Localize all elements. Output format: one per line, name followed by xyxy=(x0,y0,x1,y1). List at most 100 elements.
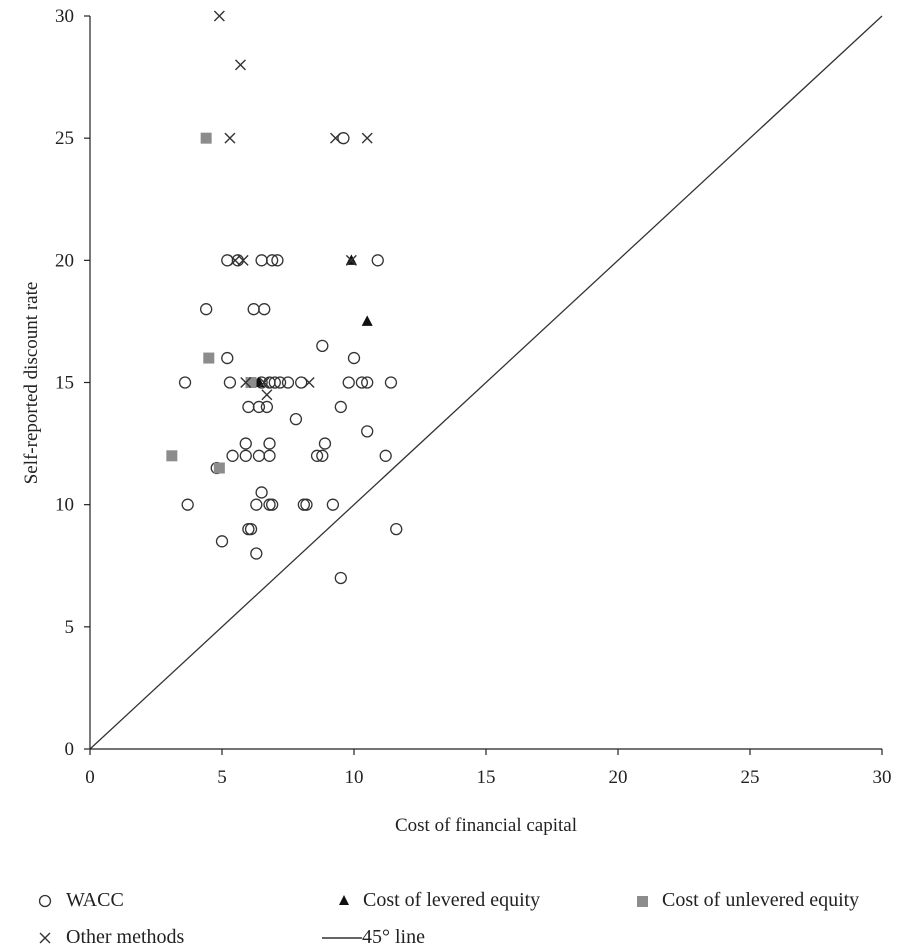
legend-item-45-line: 45° line xyxy=(320,926,425,949)
reference-line-45 xyxy=(89,15,883,750)
wacc-point xyxy=(178,376,192,389)
wacc-point xyxy=(273,376,287,389)
wacc-point xyxy=(289,412,303,426)
legend-item-wacc: WACC xyxy=(36,889,124,912)
wacc-point xyxy=(361,376,374,389)
y-tick-label: 30 xyxy=(55,6,74,27)
wacc-point xyxy=(255,486,268,499)
wacc-point xyxy=(250,547,263,560)
wacc-point xyxy=(263,498,276,511)
y-tick-label: 15 xyxy=(55,373,74,394)
wacc-point xyxy=(250,498,263,511)
y-tick-label: 5 xyxy=(65,617,75,638)
x-tick-label: 25 xyxy=(741,767,760,788)
other-methods-point xyxy=(330,132,342,144)
other-methods-point xyxy=(240,377,252,388)
wacc-point xyxy=(281,376,295,389)
wacc-point xyxy=(268,376,281,389)
wacc-point xyxy=(226,449,239,462)
wacc-point xyxy=(255,254,268,267)
other-methods-point xyxy=(229,254,241,266)
x-tick-label: 15 xyxy=(477,767,496,788)
wacc-point xyxy=(334,400,347,414)
wacc-point xyxy=(390,522,403,536)
series-cost-of-levered-equity xyxy=(253,254,373,387)
legend-label: Other methods xyxy=(66,926,185,948)
wacc-point xyxy=(334,571,347,585)
y-tick-label: 10 xyxy=(55,495,74,516)
series-other-methods xyxy=(213,10,373,401)
other-methods-point xyxy=(345,254,357,266)
legend-label: Cost of levered equity xyxy=(363,889,541,911)
wacc-point xyxy=(242,400,255,414)
wacc-point xyxy=(266,254,279,267)
wacc-point xyxy=(252,400,266,414)
wacc-point xyxy=(221,351,234,365)
wacc-point xyxy=(231,254,244,267)
wacc-point xyxy=(384,376,398,389)
wacc-point xyxy=(215,535,229,548)
x-tick-label: 10 xyxy=(345,767,364,788)
legend-label: WACC xyxy=(66,889,124,911)
wacc-point xyxy=(181,498,194,511)
series-cost-of-unlevered-equity xyxy=(166,132,257,474)
unlevered-equity-point xyxy=(245,377,257,388)
wacc-point xyxy=(371,254,384,267)
legend-label: 45° line xyxy=(362,926,425,948)
unlevered-equity-point xyxy=(203,352,215,364)
wacc-point xyxy=(223,376,237,389)
other-methods-point xyxy=(237,254,249,266)
other-methods-point xyxy=(234,59,246,71)
wacc-point xyxy=(239,449,252,462)
wacc-point xyxy=(326,498,340,511)
legend-item-other-methods: Other methods xyxy=(36,926,184,949)
wacc-point xyxy=(263,437,276,450)
other-methods-point xyxy=(261,389,273,401)
y-tick-label: 25 xyxy=(55,128,74,149)
wacc-point xyxy=(300,498,313,511)
other-methods-point xyxy=(258,377,270,388)
cross-icon xyxy=(39,932,51,943)
wacc-point xyxy=(347,351,361,365)
other-methods-point xyxy=(303,377,315,388)
wacc-point xyxy=(318,437,332,450)
wacc-point xyxy=(316,339,329,353)
filled-square-icon xyxy=(637,895,648,907)
x-axis-title: Cost of financial capital xyxy=(395,815,577,836)
wacc-point xyxy=(239,437,252,450)
legend-item-levered-equity: Cost of levered equity xyxy=(333,889,540,912)
wacc-point xyxy=(260,400,274,414)
other-methods-point xyxy=(213,10,225,22)
wacc-point xyxy=(316,449,329,462)
wacc-point xyxy=(244,522,258,536)
x-tick-label: 5 xyxy=(217,767,227,788)
x-tick-label: 30 xyxy=(873,767,892,788)
wacc-point xyxy=(295,376,308,389)
unlevered-equity-point xyxy=(213,462,225,474)
wacc-point xyxy=(337,132,350,145)
other-methods-point xyxy=(224,132,236,144)
wacc-point xyxy=(310,449,324,462)
y-tick-label: 20 xyxy=(55,250,74,271)
y-tick-label: 0 xyxy=(65,739,75,760)
line-icon xyxy=(322,936,362,939)
wacc-point xyxy=(252,449,266,462)
wacc-point xyxy=(263,449,276,462)
x-tick-label: 20 xyxy=(609,767,628,788)
legend-item-unlevered-equity: Cost of unlevered equity xyxy=(632,889,859,912)
wacc-point xyxy=(379,449,392,462)
x-tick-label: 0 xyxy=(85,767,95,788)
y-axis-title: Self-reported discount rate xyxy=(21,282,42,485)
unlevered-equity-point xyxy=(166,450,178,462)
wacc-point xyxy=(355,376,369,389)
wacc-point xyxy=(342,376,355,389)
wacc-point xyxy=(247,303,260,316)
wacc-point xyxy=(266,498,279,511)
filled-triangle-icon xyxy=(339,894,349,905)
open-circle-icon xyxy=(38,894,52,907)
unlevered-equity-point xyxy=(200,132,212,144)
legend-label: Cost of unlevered equity xyxy=(662,889,860,911)
series-wacc xyxy=(178,132,403,585)
wacc-point xyxy=(271,254,284,267)
